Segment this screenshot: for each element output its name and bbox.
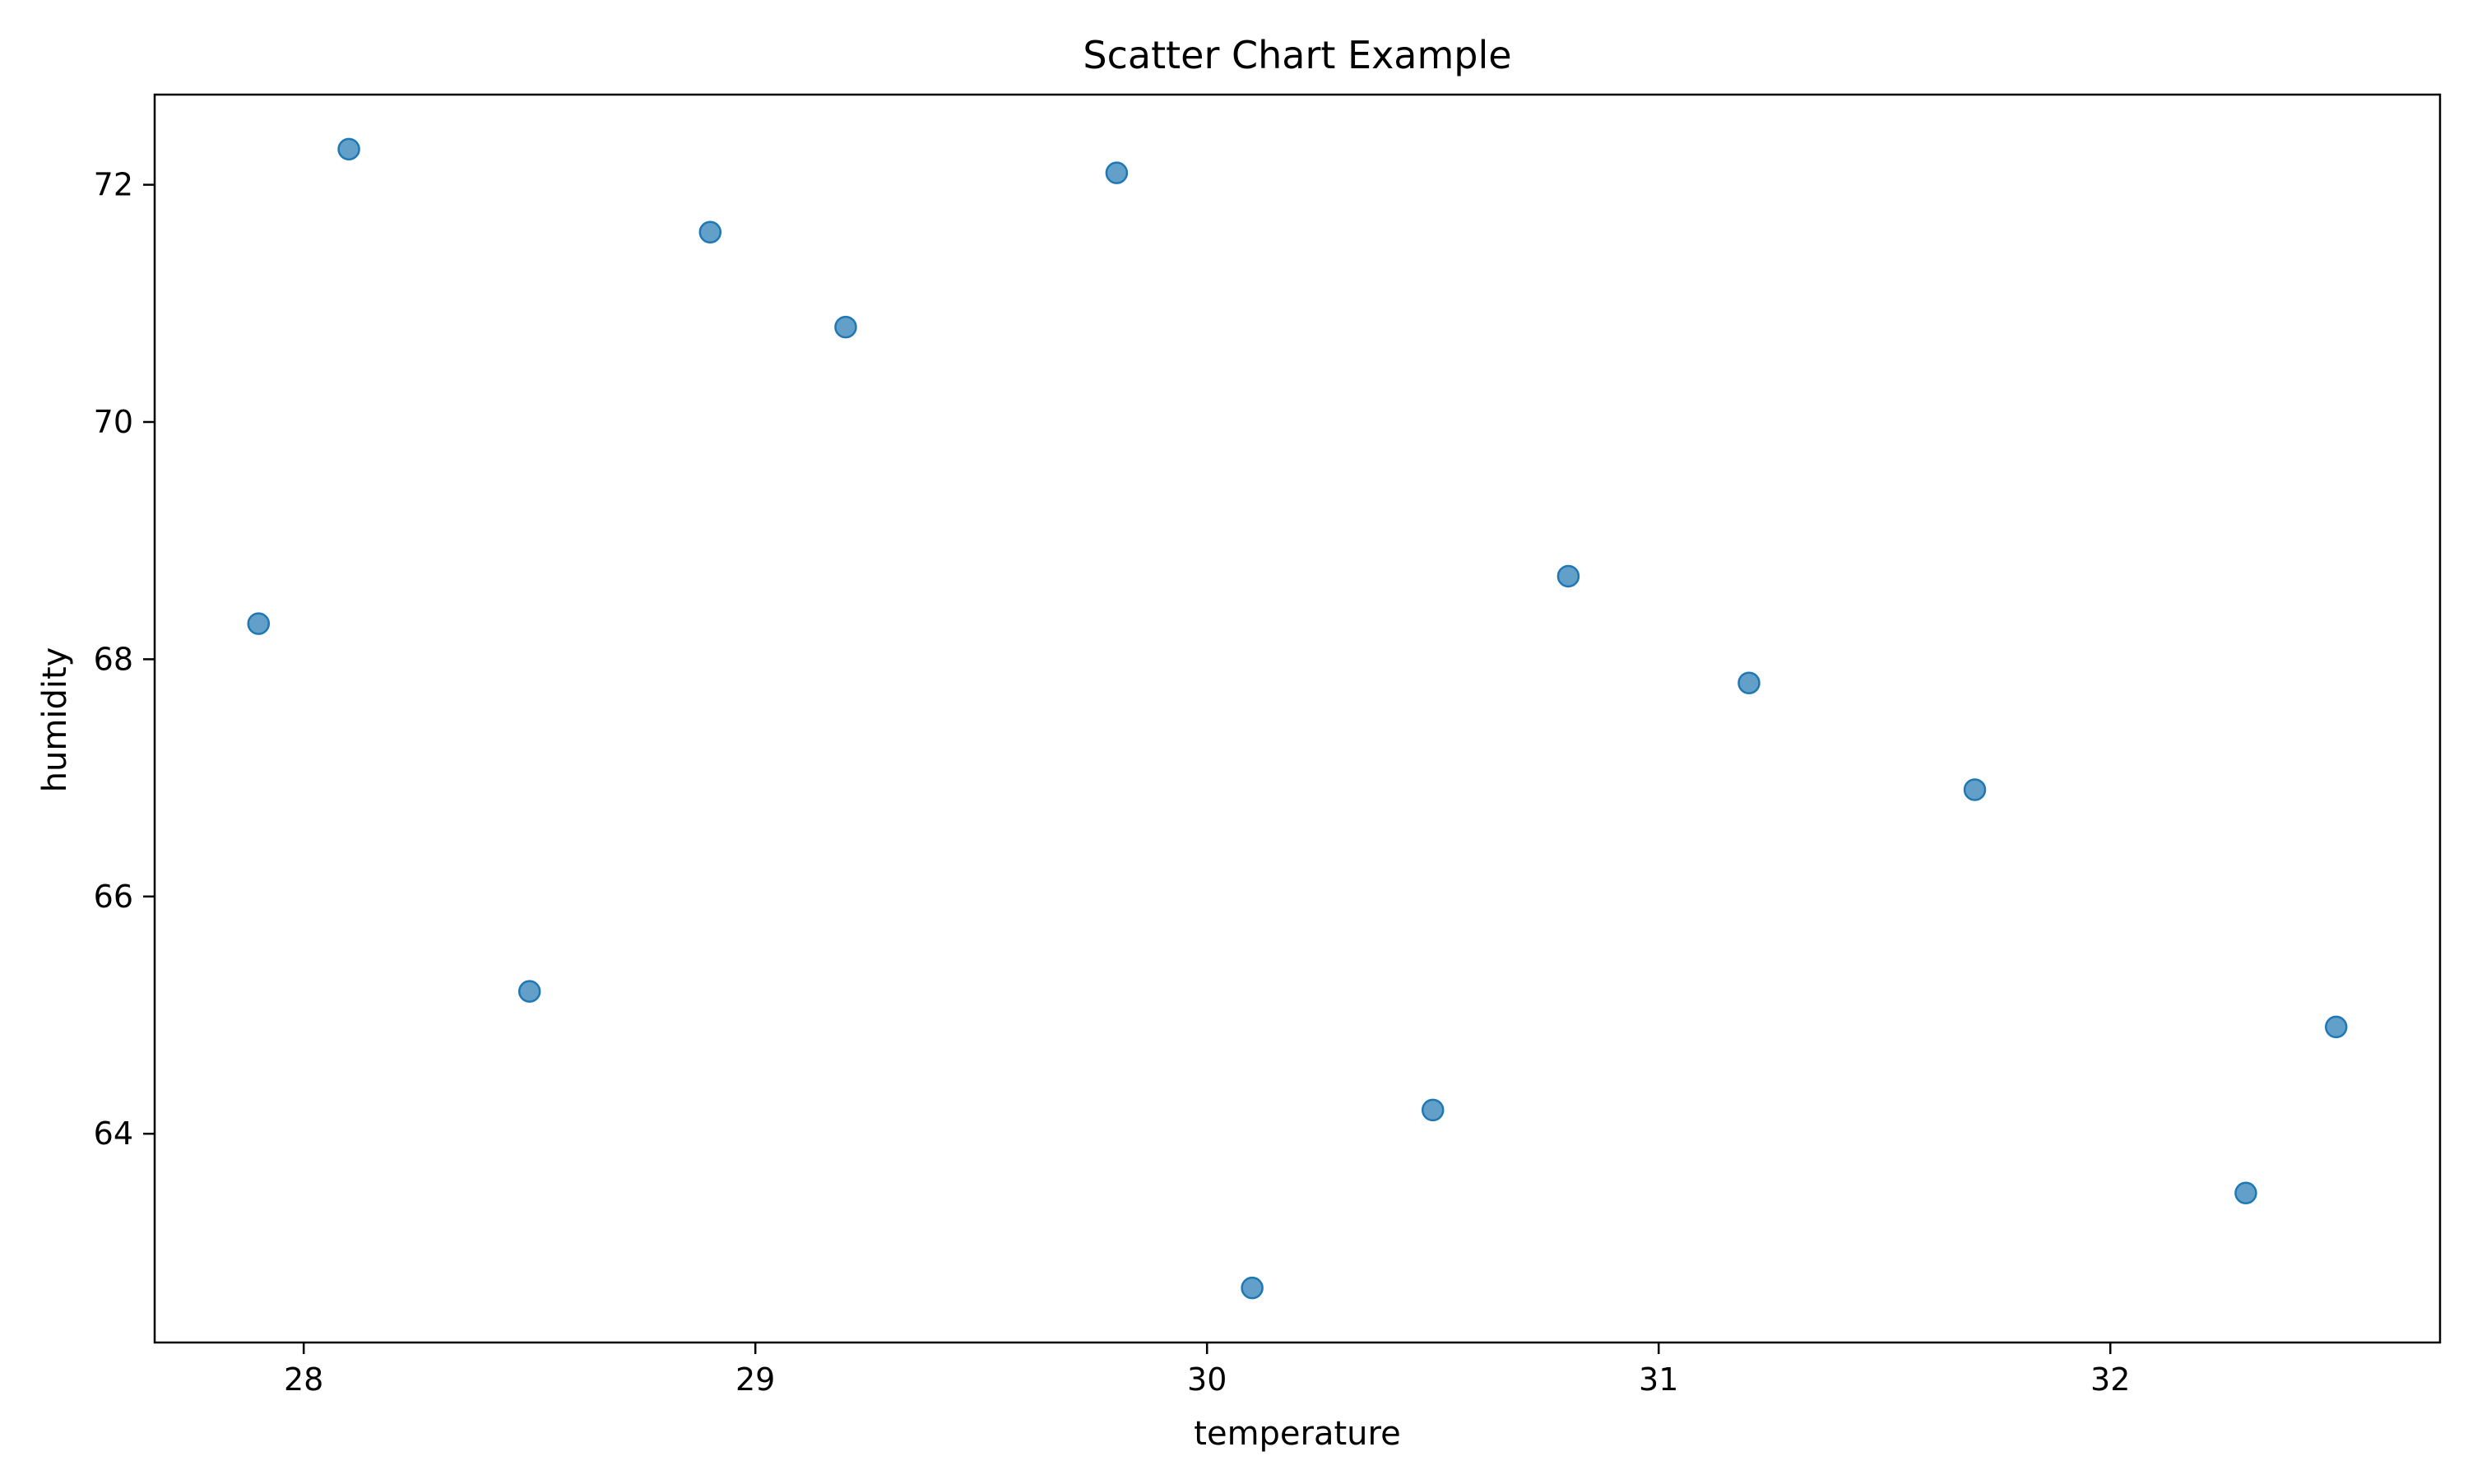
x-tick-label: 32 bbox=[2090, 1361, 2130, 1398]
y-tick-label: 66 bbox=[94, 879, 133, 915]
x-tick-label: 28 bbox=[284, 1361, 323, 1398]
data-point bbox=[517, 980, 541, 1003]
data-point bbox=[1737, 671, 1761, 694]
data-point bbox=[698, 220, 722, 244]
y-tick-label: 72 bbox=[94, 167, 133, 203]
data-point bbox=[1963, 778, 1987, 801]
plot-frame bbox=[153, 93, 2442, 1344]
x-tick-label: 31 bbox=[1639, 1361, 1678, 1398]
data-point bbox=[337, 137, 360, 161]
x-axis-label: temperature bbox=[1194, 1415, 1400, 1453]
data-point bbox=[2234, 1181, 2257, 1205]
data-point bbox=[1241, 1276, 1264, 1300]
data-point bbox=[2324, 1015, 2348, 1039]
data-points bbox=[247, 137, 2348, 1300]
x-tick-label: 30 bbox=[1187, 1361, 1227, 1398]
data-point bbox=[1556, 564, 1580, 588]
data-point bbox=[1421, 1098, 1445, 1122]
y-tick-label: 70 bbox=[94, 404, 133, 440]
data-point bbox=[834, 315, 857, 339]
plot-area bbox=[153, 93, 2442, 1344]
data-point bbox=[1105, 161, 1129, 184]
y-tick-label: 68 bbox=[94, 641, 133, 677]
y-tick-label: 64 bbox=[94, 1115, 133, 1152]
y-axis-label: humidity bbox=[36, 647, 74, 793]
data-point bbox=[247, 612, 271, 635]
x-tick-label: 29 bbox=[735, 1361, 775, 1398]
y-axis: 64 66 68 70 72 bbox=[94, 167, 155, 1152]
chart-title: Scatter Chart Example bbox=[1083, 33, 1511, 77]
x-axis: 28 29 30 31 32 bbox=[284, 1343, 2130, 1398]
